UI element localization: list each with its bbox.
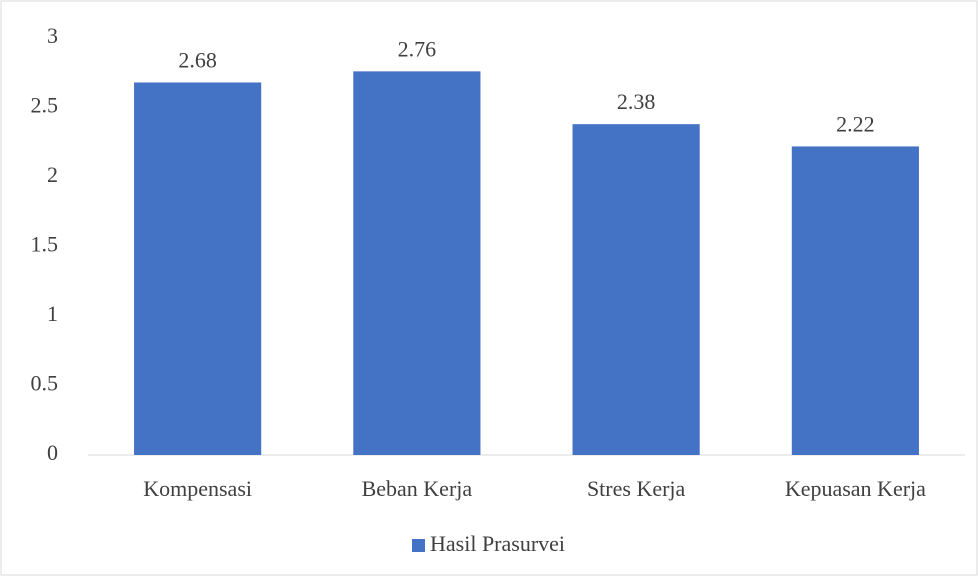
y-tick-label: 0.5 xyxy=(31,371,59,396)
y-tick-label: 2.5 xyxy=(31,93,59,118)
data-label: 2.76 xyxy=(398,36,437,61)
y-tick-label: 0 xyxy=(47,440,58,465)
bar xyxy=(134,82,261,455)
y-tick-label: 3 xyxy=(47,23,58,48)
legend-label: Hasil Prasurvei xyxy=(430,531,565,556)
bar xyxy=(353,71,480,455)
x-tick-label: Stres Kerja xyxy=(587,476,686,501)
x-tick-label: Kompensasi xyxy=(143,476,252,501)
data-label: 2.22 xyxy=(836,111,875,136)
y-tick-label: 1.5 xyxy=(31,232,59,257)
page: {"chart_data": {"type": "bar", "categori… xyxy=(0,0,978,576)
x-tick-label: Kepuasan Kerja xyxy=(785,476,926,501)
legend-swatch xyxy=(412,539,425,552)
data-label: 2.38 xyxy=(617,89,656,114)
chart: 0 0.5 1 1.5 2 2.5 3 Kompensasi Beban Kerja Stres … xyxy=(0,0,978,576)
x-tick-label: Beban Kerja xyxy=(362,476,473,501)
bar xyxy=(573,124,700,455)
y-tick-label: 1 xyxy=(47,301,58,326)
data-label: 2.68 xyxy=(178,48,217,73)
y-tick-label: 2 xyxy=(47,162,58,187)
bar xyxy=(792,146,919,455)
